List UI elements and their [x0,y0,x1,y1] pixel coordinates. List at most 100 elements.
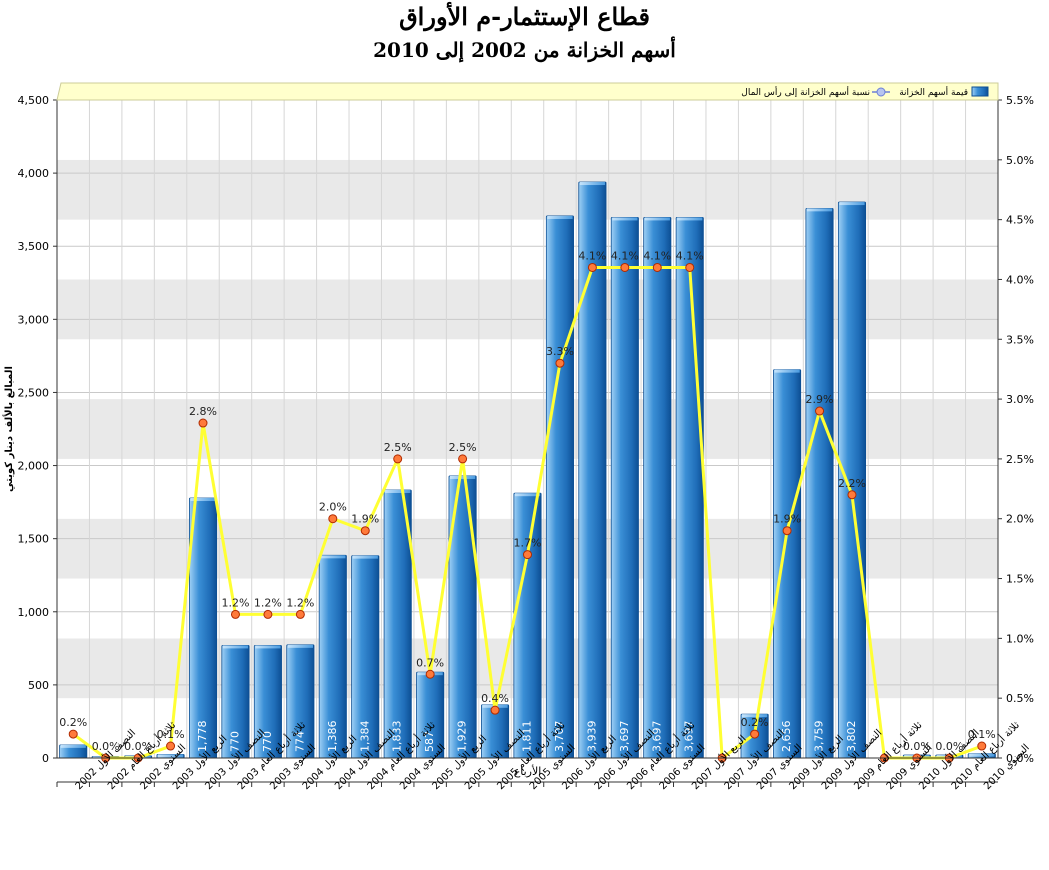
bar-body [188,497,218,759]
line-point [782,526,792,536]
line-point [458,454,468,464]
line-value-label: 1.2% [286,596,314,609]
line-point [393,454,403,464]
bar-value-label: 3,759 [813,721,826,753]
bar-top [806,208,833,212]
legend-line-label: نسبة أسهم الخزانة إلى رأس المال [741,86,870,98]
line-point [685,262,695,272]
line-value-label: 0.7% [416,656,444,669]
line-point [555,358,565,368]
bar-top [60,744,86,748]
bar-value-label: 770 [228,731,241,752]
y2-tick-label: 2.0% [1006,513,1034,526]
chart-subtitle: أسهم الخزانة من 2002 إلى 2010 [373,38,676,62]
y-tick-label: 500 [28,679,49,692]
bar [773,369,802,759]
bar [545,215,574,759]
bar-body [805,207,834,759]
bar [286,644,315,759]
bar-top [190,498,216,502]
line-value-label: 1.2% [254,596,282,609]
line-value-label: 1.7% [514,537,542,550]
bar-value-label: 1,384 [358,721,371,753]
bar-top [287,644,313,648]
bar-body [610,217,639,759]
y2-tick-label: 5.0% [1006,154,1034,167]
line-value-label: 1.9% [773,513,801,526]
bar [837,201,867,759]
background-band [57,100,998,160]
y2-tick-label: 0.5% [1006,692,1034,705]
line-point [490,705,500,715]
bar-top [547,215,573,219]
line-point [328,514,338,524]
line-point [847,490,857,500]
y2-tick-label: 5.5% [1006,94,1034,107]
line-value-label: 0.1% [157,728,185,741]
bar-top [352,555,378,559]
bar-top [839,202,865,206]
line-value-label: 2.5% [384,441,412,454]
bar [643,217,672,759]
y2-tick-label: 0.0% [1006,752,1034,765]
line-value-label: 0.2% [741,716,769,729]
line-value-label: 1.9% [351,513,379,526]
chart-title: قطاع الإستثمار-م الأوراق [399,2,650,31]
line-value-label: 2.5% [449,441,477,454]
line-value-label: 4.1% [643,249,671,262]
line-point [360,526,370,536]
bar-top [449,475,476,479]
y2-tick-label: 1.5% [1006,573,1034,586]
y2-tick-label: 2.5% [1006,453,1034,466]
bar-value-label: 2,656 [780,721,793,753]
legend-bar-label: قيمة أسهم الخزانة [899,86,968,98]
bar-value-label: 770 [261,731,274,752]
line-value-label: 3.3% [546,345,574,358]
line-value-label: 2.2% [838,477,866,490]
line-point [263,609,273,619]
bar-value-label: 3,697 [618,721,631,753]
bar-top [157,754,184,758]
bar-value-label: 1,778 [196,721,209,753]
y-tick-label: 1,500 [18,533,50,546]
bar-top [612,217,638,221]
bar-value-label: 1,833 [391,721,404,753]
bar-top [222,645,249,649]
line-value-label: 0.0% [903,740,931,753]
x-axis-title: الأرباع [514,764,542,778]
line-value-label: 2.0% [319,501,347,514]
bar-top [385,489,411,493]
y2-tick-label: 4.5% [1006,214,1034,227]
bar-top [644,217,670,221]
line-value-label: 4.1% [578,249,606,262]
line-point [977,741,987,751]
y-tick-label: 0 [42,752,49,765]
bar-top [677,217,703,221]
legend-box [56,82,999,101]
bar-body [675,217,704,759]
bar-value-label: 3,939 [585,721,598,753]
bar-top [579,182,606,186]
bar-top [774,369,800,373]
line-point [295,609,305,619]
y-tick-label: 3,000 [18,313,50,326]
y-tick-label: 2,000 [18,460,50,473]
bar-value-label: 1,386 [326,721,339,753]
line-value-label: 4.1% [676,249,704,262]
line-value-label: 0.0% [92,740,120,753]
line-point [198,418,208,428]
bar-top [514,493,541,497]
line-value-label: 0.0% [124,740,152,753]
line-point [750,729,760,739]
bar-top [742,714,768,718]
bar [610,217,639,759]
bar [675,217,704,759]
y-tick-label: 4,500 [18,94,50,107]
bar-value-label: 3,697 [650,721,663,753]
line-point [815,406,825,416]
bar-body [545,215,574,759]
bar [188,497,218,759]
y-tick-label: 4,000 [18,167,50,180]
y-axis-title: المبالغ بالألف دينار كويتي [2,366,15,492]
